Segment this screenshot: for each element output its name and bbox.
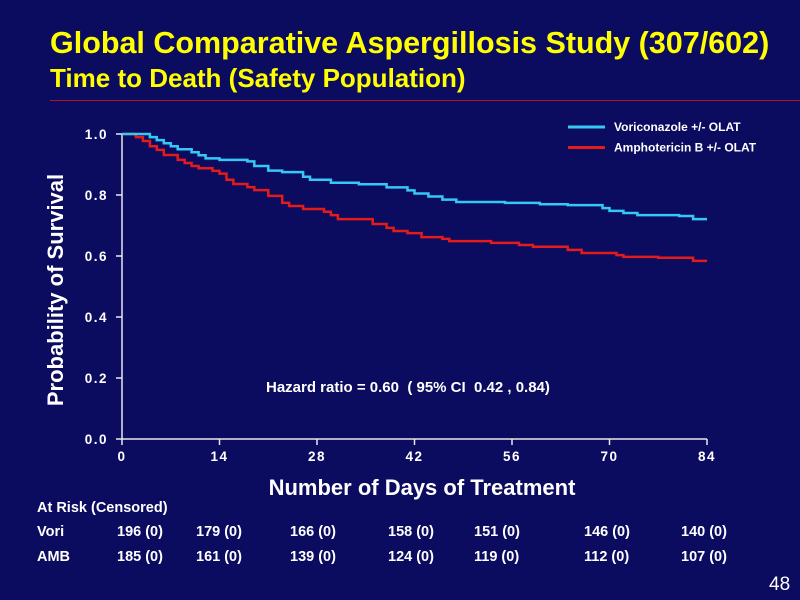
legend-label: Amphotericin B +/- OLAT <box>614 141 757 155</box>
x-tick-label: 28 <box>308 449 326 464</box>
slide-subtitle: Time to Death (Safety Population) <box>50 63 466 93</box>
at-risk-value: 166 (0) <box>290 524 336 540</box>
at-risk-value: 196 (0) <box>117 524 163 540</box>
at-risk-value: 119 (0) <box>474 549 520 565</box>
y-tick-label: 0.6 <box>85 249 108 264</box>
y-tick-label: 0.4 <box>85 310 108 325</box>
at-risk-value: 185 (0) <box>117 549 163 565</box>
at-risk-value: 124 (0) <box>388 549 434 565</box>
y-tick-label: 0.2 <box>85 371 108 386</box>
at-risk-value: 158 (0) <box>388 524 434 540</box>
at-risk-row: Vori 196 (0) 179 (0) 166 (0) 158 (0) 151… <box>0 525 800 541</box>
page-number: 48 <box>769 574 791 595</box>
y-axis-label: Probability of Survival <box>43 174 68 406</box>
at-risk-row: AMB 185 (0) 161 (0) 139 (0) 124 (0) 119 … <box>0 550 800 566</box>
at-risk-value: 107 (0) <box>681 549 727 565</box>
at-risk-value: 139 (0) <box>290 549 336 565</box>
at-risk-table: At Risk (Censored) Vori 196 (0) 179 (0) … <box>0 500 800 570</box>
x-tick-label: 84 <box>698 449 716 464</box>
hazard-ratio-annotation: Hazard ratio = 0.60 ( 95% CI 0.42 , 0.84… <box>266 379 550 396</box>
legend: Voriconazole +/- OLAT Amphotericin B +/- … <box>568 120 757 155</box>
x-tick-label: 14 <box>210 449 228 464</box>
y-tick-label: 0.0 <box>85 432 108 447</box>
slide-title: Global Comparative Aspergillosis Study (… <box>50 26 770 60</box>
x-tick-label: 42 <box>405 449 423 464</box>
x-tick-label: 0 <box>117 449 126 464</box>
y-tick-label: 0.8 <box>85 188 108 203</box>
amphotericin-b-olat-curve <box>122 132 707 263</box>
y-tick-label: 1.0 <box>85 127 108 142</box>
x-axis-label: Number of Days of Treatment <box>269 475 577 500</box>
x-tick-label: 56 <box>503 449 521 464</box>
x-tick-label: 70 <box>600 449 618 464</box>
at-risk-value: 146 (0) <box>584 524 630 540</box>
at-risk-value: 112 (0) <box>584 549 630 565</box>
legend-label: Voriconazole +/- OLAT <box>614 120 741 134</box>
title-divider <box>50 100 800 101</box>
at-risk-value: 151 (0) <box>474 524 520 540</box>
at-risk-row-label: AMB <box>37 549 71 565</box>
voriconazole-olat-curve <box>122 132 707 221</box>
at-risk-value: 179 (0) <box>196 524 242 540</box>
at-risk-row-label: Vori <box>37 524 65 540</box>
ticks: 0.0 0.2 0.4 0.6 0.8 1.0 0 14 28 42 56 70 84 <box>85 127 716 464</box>
at-risk-value: 140 (0) <box>681 524 727 540</box>
at-risk-header: At Risk (Censored) <box>37 500 168 516</box>
series-group <box>122 132 707 263</box>
at-risk-value: 161 (0) <box>196 549 242 565</box>
